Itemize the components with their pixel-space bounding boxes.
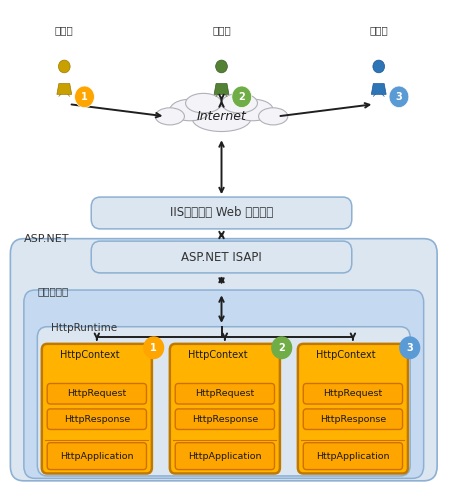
Text: HttpApplication: HttpApplication bbox=[315, 452, 389, 461]
FancyBboxPatch shape bbox=[175, 409, 274, 430]
FancyBboxPatch shape bbox=[303, 409, 402, 430]
Polygon shape bbox=[371, 84, 385, 94]
Text: HttpRequest: HttpRequest bbox=[195, 389, 254, 398]
Text: 3: 3 bbox=[395, 92, 401, 102]
Circle shape bbox=[143, 337, 163, 359]
Text: HttpResponse: HttpResponse bbox=[319, 415, 385, 424]
FancyBboxPatch shape bbox=[42, 344, 152, 473]
Circle shape bbox=[372, 60, 384, 73]
Polygon shape bbox=[57, 84, 72, 94]
Text: 客户端: 客户端 bbox=[212, 26, 230, 35]
Circle shape bbox=[215, 60, 227, 73]
Text: 3: 3 bbox=[405, 343, 412, 353]
Text: HttpRuntime: HttpRuntime bbox=[51, 323, 117, 333]
Text: HttpRequest: HttpRequest bbox=[322, 389, 382, 398]
FancyBboxPatch shape bbox=[47, 409, 146, 430]
Ellipse shape bbox=[155, 108, 184, 125]
Text: IIS（或其他 Web 服务器）: IIS（或其他 Web 服务器） bbox=[170, 207, 272, 219]
FancyBboxPatch shape bbox=[303, 383, 402, 404]
Text: ASP.NET: ASP.NET bbox=[24, 234, 69, 244]
Text: HttpResponse: HttpResponse bbox=[64, 415, 130, 424]
Circle shape bbox=[388, 86, 408, 108]
Text: HttpApplication: HttpApplication bbox=[188, 452, 261, 461]
Text: 2: 2 bbox=[278, 343, 285, 353]
Ellipse shape bbox=[170, 99, 210, 121]
FancyBboxPatch shape bbox=[91, 241, 351, 273]
FancyBboxPatch shape bbox=[175, 383, 274, 404]
Ellipse shape bbox=[232, 99, 272, 121]
Circle shape bbox=[74, 86, 94, 108]
FancyBboxPatch shape bbox=[24, 290, 423, 478]
Text: HttpResponse: HttpResponse bbox=[191, 415, 258, 424]
Circle shape bbox=[399, 337, 419, 359]
Polygon shape bbox=[214, 84, 228, 94]
FancyBboxPatch shape bbox=[47, 443, 146, 469]
Text: 2: 2 bbox=[238, 92, 244, 102]
Circle shape bbox=[58, 60, 70, 73]
Text: HttpRequest: HttpRequest bbox=[67, 389, 126, 398]
Text: HttpContext: HttpContext bbox=[60, 350, 120, 360]
Text: 应用程序域: 应用程序域 bbox=[37, 286, 69, 296]
Text: HttpContext: HttpContext bbox=[316, 350, 375, 360]
Circle shape bbox=[231, 86, 251, 108]
Ellipse shape bbox=[192, 106, 250, 131]
Text: 客户端: 客户端 bbox=[368, 26, 387, 35]
Text: ASP.NET ISAPI: ASP.NET ISAPI bbox=[181, 250, 261, 264]
Text: 1: 1 bbox=[150, 343, 156, 353]
Text: 1: 1 bbox=[81, 92, 87, 102]
Ellipse shape bbox=[221, 93, 257, 113]
FancyBboxPatch shape bbox=[37, 327, 409, 476]
Text: HttpApplication: HttpApplication bbox=[60, 452, 133, 461]
Text: HttpContext: HttpContext bbox=[188, 350, 248, 360]
FancyBboxPatch shape bbox=[10, 239, 436, 481]
FancyBboxPatch shape bbox=[47, 383, 146, 404]
FancyBboxPatch shape bbox=[170, 344, 279, 473]
Ellipse shape bbox=[258, 108, 287, 125]
Ellipse shape bbox=[185, 93, 221, 113]
FancyBboxPatch shape bbox=[175, 443, 274, 469]
Circle shape bbox=[271, 337, 291, 359]
FancyBboxPatch shape bbox=[303, 443, 402, 469]
Text: Internet: Internet bbox=[196, 110, 246, 123]
FancyBboxPatch shape bbox=[91, 197, 351, 229]
Text: 客户端: 客户端 bbox=[55, 26, 74, 35]
FancyBboxPatch shape bbox=[297, 344, 407, 473]
